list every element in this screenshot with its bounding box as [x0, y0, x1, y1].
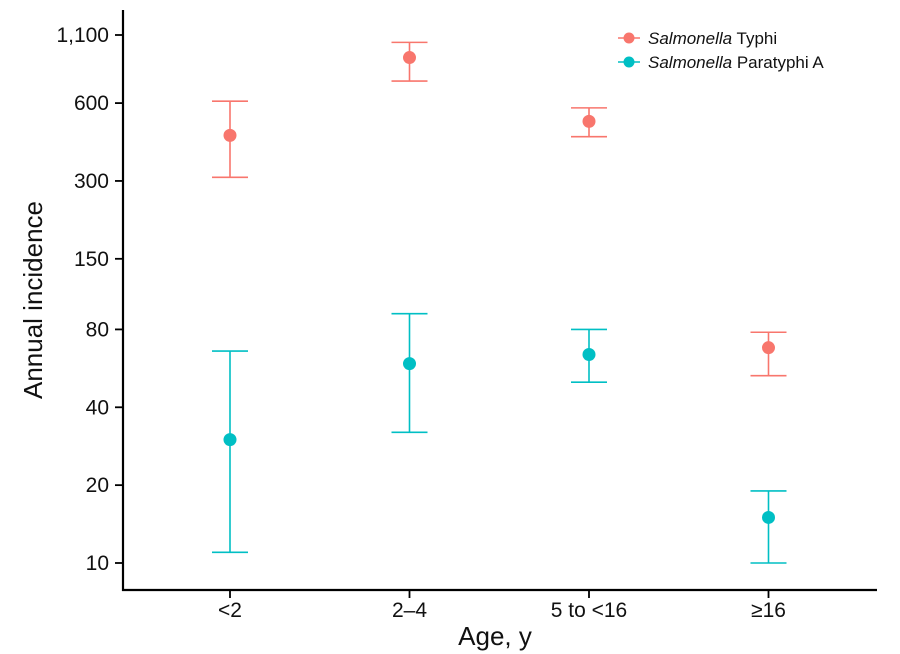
y-tick-label: 80: [86, 318, 109, 341]
x-ticks: <2 2–4 5 to <16 ≥16: [218, 590, 786, 622]
y-tick-label: 20: [86, 474, 109, 497]
y-axis-title: Annual incidence: [18, 201, 48, 399]
typhi-point-group: [391, 41, 428, 82]
paratyphi-a-point: [582, 347, 596, 361]
axes: [121, 10, 877, 592]
paratyphi-a-point-group: [750, 490, 787, 564]
paratyphi-a-point-group: [212, 350, 248, 554]
y-tick-label: 10: [86, 552, 109, 575]
x-tick-label: 2–4: [392, 599, 427, 622]
typhi-point-group: [750, 331, 787, 377]
x-axis-title: Age, y: [458, 621, 532, 651]
paratyphi-a-point-group: [391, 312, 428, 434]
y-tick-label: 1,100: [56, 24, 109, 47]
paratyphi-a-legend-genus: Salmonella: [648, 53, 732, 72]
paratyphi-a-point: [762, 510, 775, 524]
typhi-legend-serovar: Typhi: [732, 29, 777, 48]
typhi-point-group: [212, 100, 248, 179]
typhi-point: [223, 128, 237, 142]
y-ticks: 10 20 40 80 150 300 600 1,100: [56, 24, 123, 575]
data-marks: [212, 41, 787, 564]
typhi-legend-label: Salmonella Typhi: [648, 29, 777, 48]
x-tick-label: <2: [218, 599, 242, 622]
paratyphi-a-point-group: [571, 328, 607, 384]
y-tick-label: 150: [74, 248, 109, 271]
y-tick-label: 300: [74, 170, 109, 193]
typhi-legend-genus: Salmonella: [648, 29, 732, 48]
paratyphi-a-legend-serovar: Paratyphi A: [732, 53, 824, 72]
typhi-legend-marker: [623, 32, 635, 44]
x-tick-label: ≥16: [751, 599, 786, 622]
paratyphi-a-legend-marker: [623, 56, 635, 68]
x-tick-label: 5 to <16: [551, 599, 627, 622]
typhi-point-group: [571, 107, 607, 138]
y-tick-label: 40: [86, 396, 109, 419]
paratyphi-a-legend-label: Salmonella Paratyphi A: [648, 53, 824, 72]
typhi-point: [582, 114, 596, 128]
typhi-point: [762, 341, 775, 355]
y-tick-label: 600: [74, 92, 109, 115]
paratyphi-a-point: [403, 357, 416, 371]
typhi-point: [403, 51, 416, 65]
paratyphi-a-point: [223, 433, 237, 447]
